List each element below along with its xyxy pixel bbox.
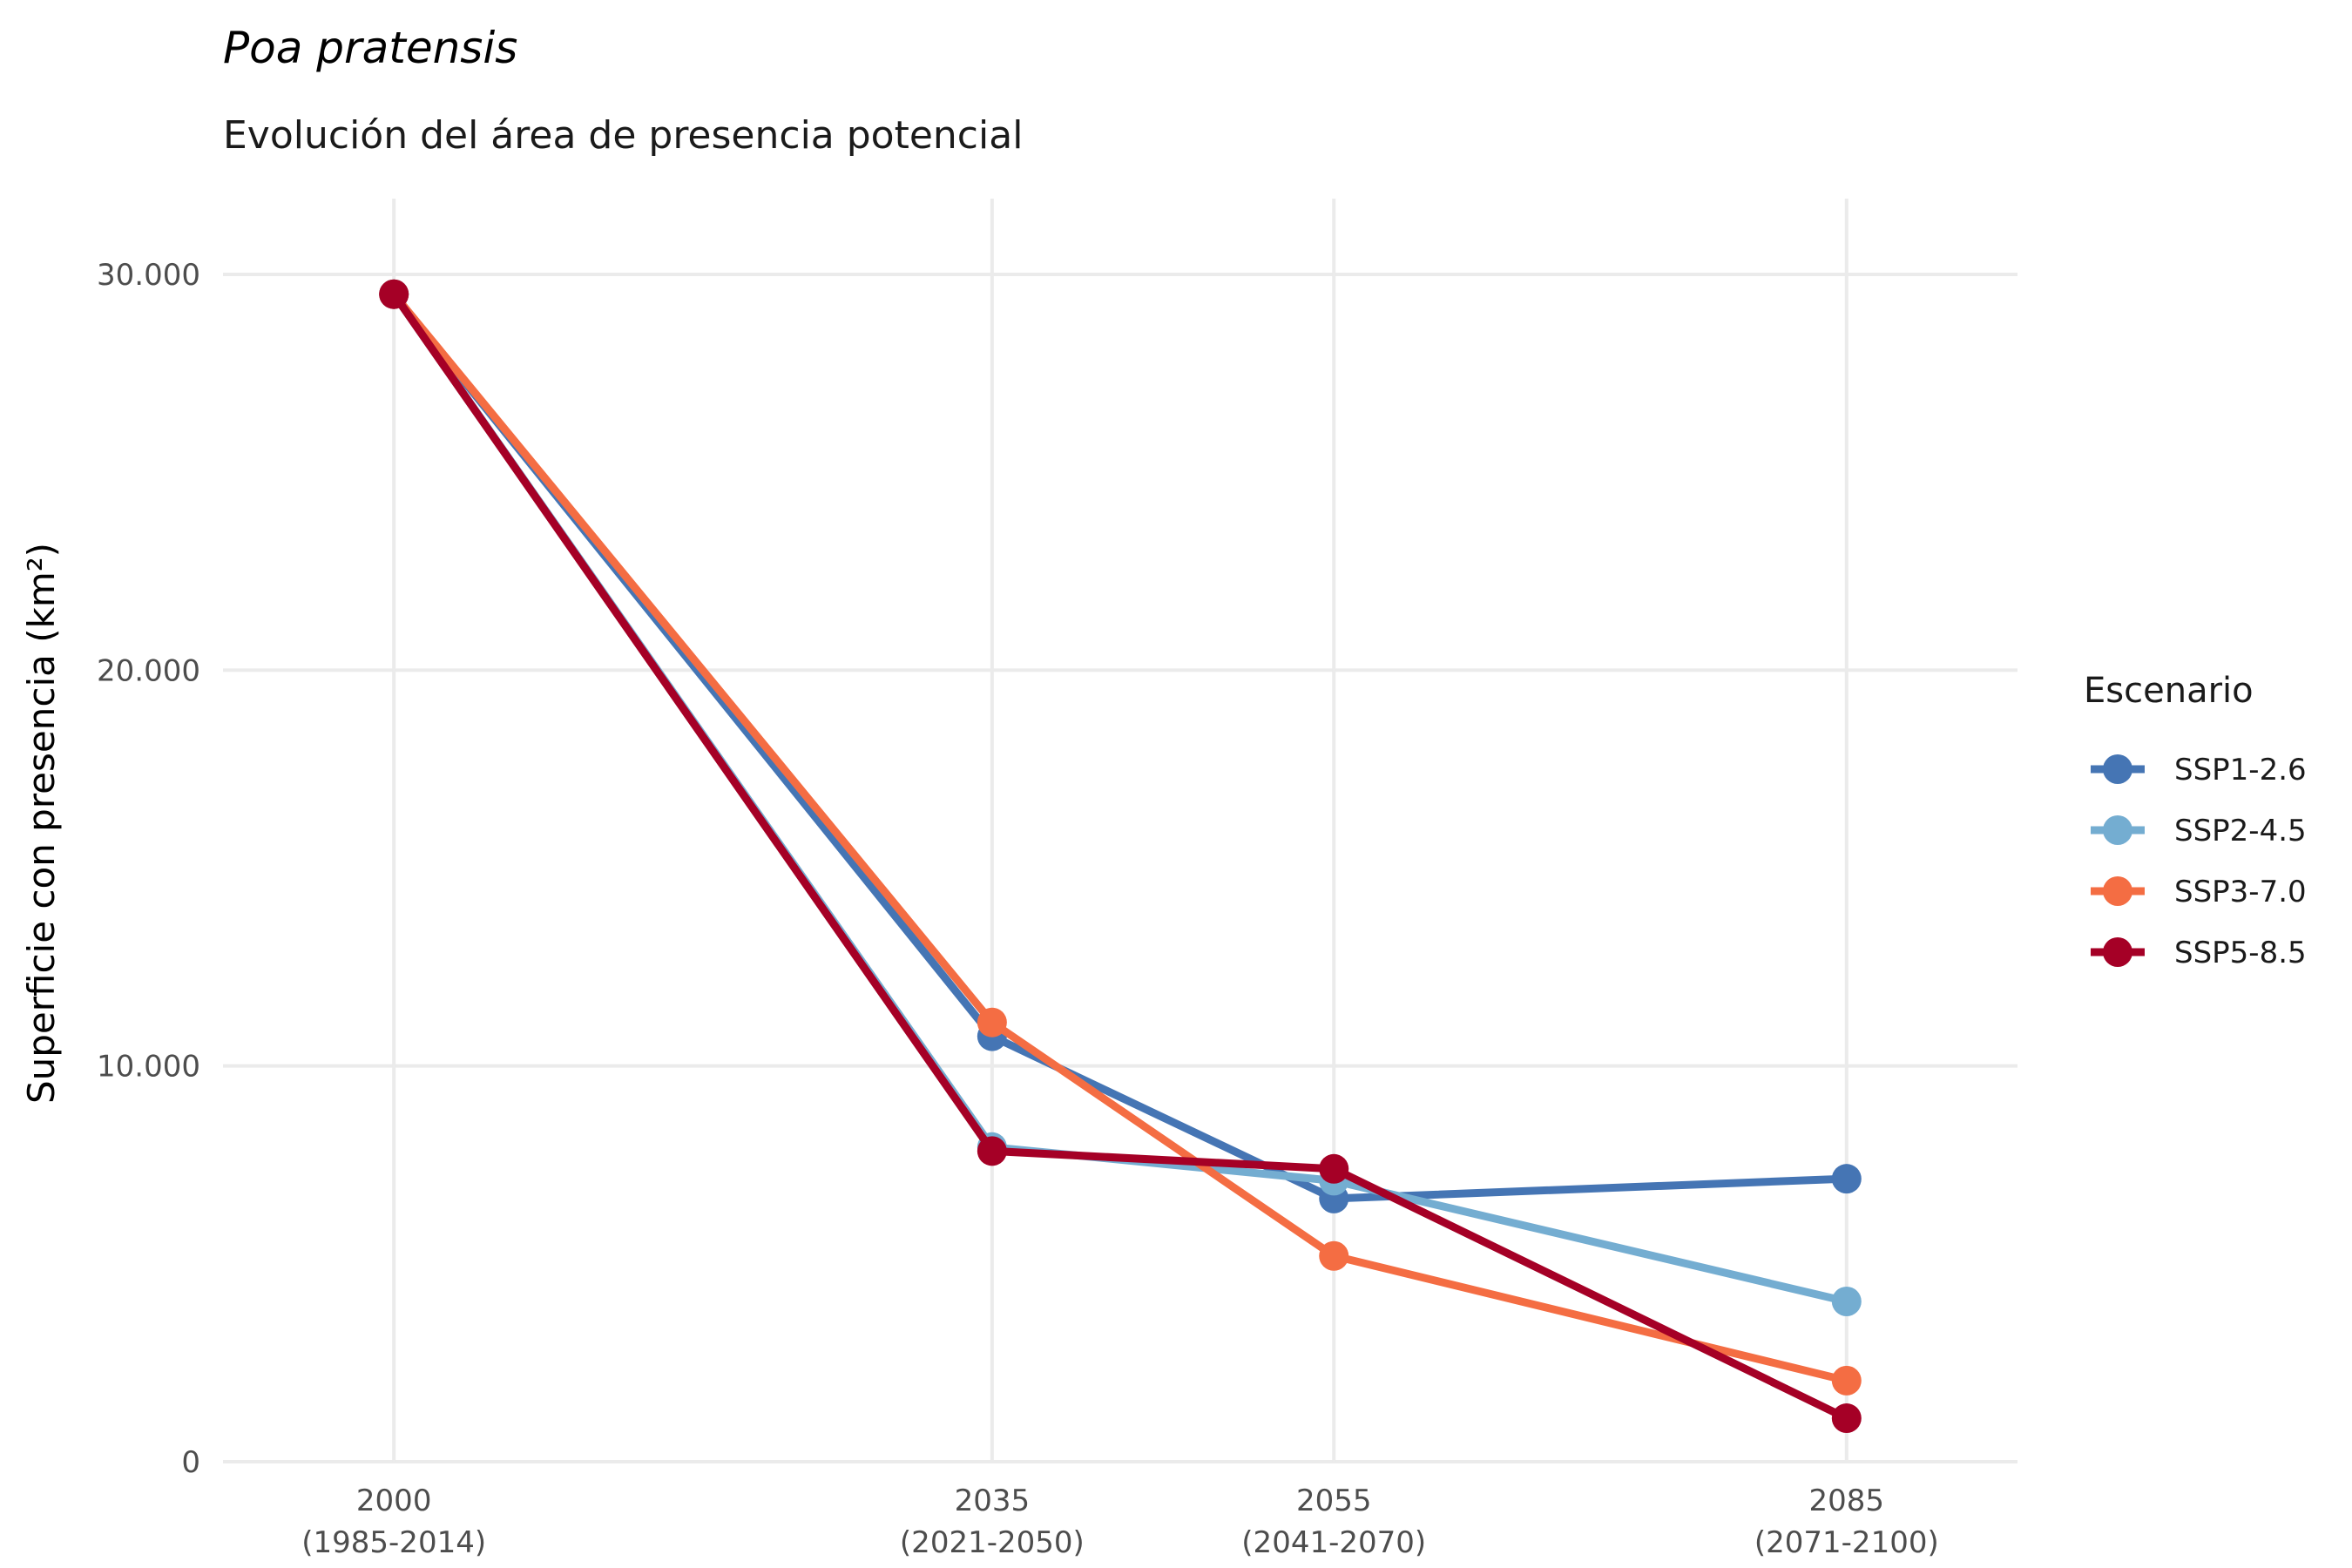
chart-subtitle: Evolución del área de presencia potencia…: [223, 113, 1023, 158]
legend-label-ssp5-8-5: SSP5-8.5: [2174, 936, 2307, 970]
legend-marker-ssp5-8-5: [2103, 937, 2132, 967]
x-axis-ticks: 2000 (1985-2014) 2035 (2021-2050) 2055 (2041-…: [301, 1484, 1938, 1560]
legend-label-ssp1-2-6: SSP1-2.6: [2174, 753, 2307, 787]
x-tick-label: 2035: [955, 1484, 1031, 1518]
data-point-ssp3-7-0: [1831, 1365, 1862, 1396]
y-tick-label: 20.000: [97, 653, 200, 688]
chart-title: Poa pratensis: [223, 23, 517, 73]
legend-item-ssp5-8-5: SSP5-8.5: [2091, 936, 2307, 970]
series: [379, 279, 1862, 1434]
legend-item-ssp2-4-5: SSP2-4.5: [2091, 814, 2307, 848]
data-point-ssp5-8-5: [379, 279, 409, 309]
data-point-ssp5-8-5: [1831, 1403, 1862, 1434]
legend-marker-ssp1-2-6: [2103, 754, 2132, 784]
x-tick-sublabel: (2041-2070): [1241, 1525, 1426, 1560]
y-axis-ticks: 0 10.000 20.000 30.000: [97, 258, 200, 1480]
legend-marker-ssp3-7-0: [2103, 876, 2132, 906]
y-axis-title: Superficie con presencia (km²): [20, 543, 63, 1104]
y-tick-label: 0: [181, 1445, 200, 1480]
x-tick-sublabel: (2071-2100): [1754, 1525, 1939, 1560]
y-tick-label: 30.000: [97, 258, 200, 293]
data-point-ssp1-2-6: [1831, 1164, 1862, 1194]
series-ssp5-8-5: [379, 279, 1862, 1434]
x-tick-sublabel: (2021-2050): [900, 1525, 1085, 1560]
data-point-ssp3-7-0: [977, 1007, 1007, 1037]
legend-item-ssp3-7-0: SSP3-7.0: [2091, 875, 2307, 909]
legend-title: Escenario: [2084, 671, 2254, 711]
data-point-ssp5-8-5: [977, 1136, 1007, 1166]
y-tick-label: 10.000: [97, 1050, 200, 1085]
x-tick-sublabel: (1985-2014): [301, 1525, 486, 1560]
data-point-ssp5-8-5: [1319, 1153, 1349, 1184]
data-point-ssp3-7-0: [1319, 1240, 1349, 1271]
series-line-ssp5-8-5: [389, 290, 1851, 1423]
legend-item-ssp1-2-6: SSP1-2.6: [2091, 753, 2307, 787]
legend-marker-ssp2-4-5: [2103, 815, 2132, 845]
grid-lines: [223, 199, 2017, 1463]
x-tick-label: 2085: [1809, 1484, 1885, 1518]
series-line-ssp1-2-6: [389, 290, 1851, 1203]
x-tick-label: 2000: [356, 1484, 432, 1518]
legend: Escenario SSP1-2.6 SSP2-4.5 SSP3-7.0 SSP5-8…: [2084, 671, 2307, 970]
data-point-ssp2-4-5: [1831, 1286, 1862, 1316]
legend-label-ssp2-4-5: SSP2-4.5: [2174, 814, 2307, 848]
series-line-ssp3-7-0: [389, 290, 1851, 1385]
legend-label-ssp3-7-0: SSP3-7.0: [2174, 875, 2307, 909]
x-tick-label: 2055: [1296, 1484, 1372, 1518]
